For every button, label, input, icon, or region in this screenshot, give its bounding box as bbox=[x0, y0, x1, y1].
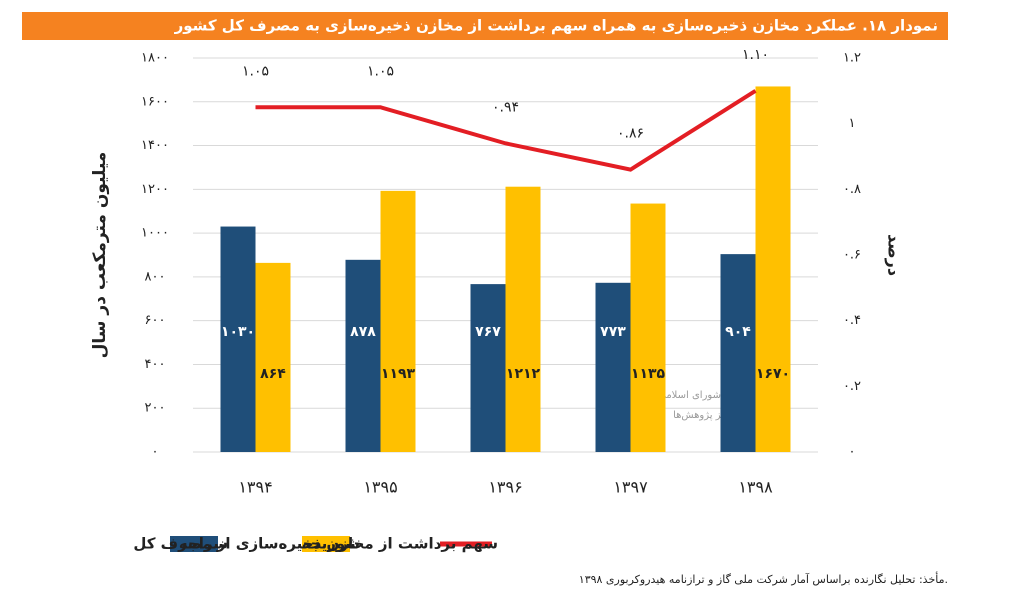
bar-value-label: ۷۷۳ bbox=[600, 324, 626, 340]
bar bbox=[255, 262, 291, 452]
y-tick-label: ۱۰۰۰ bbox=[141, 226, 169, 241]
chart-title: نمودار ۱۸. عملکرد مخازن ذخیره‌سازی به هم… bbox=[174, 17, 938, 35]
x-tick-label: ۱۳۹۴ bbox=[238, 478, 272, 497]
y2-tick-label: ۰.۸ bbox=[843, 182, 861, 197]
legend-label: سراجه bbox=[179, 535, 228, 553]
line-value-label: ۰.۹۴ bbox=[492, 99, 519, 115]
y-tick-label: ۱۸۰۰ bbox=[141, 51, 169, 66]
legend-label: شوریجه bbox=[302, 535, 360, 553]
bar-value-label: ۱۱۳۵ bbox=[631, 366, 666, 382]
bar bbox=[380, 190, 416, 453]
watermark: مجلس شورای اسلامی bbox=[658, 390, 752, 401]
bar-value-label: ۸۶۴ bbox=[260, 366, 286, 382]
line-value-label: ۰.۸۶ bbox=[617, 126, 644, 142]
x-tick-label: ۱۳۹۷ bbox=[613, 478, 648, 497]
watermark: مرکز پژوهش‌ها bbox=[673, 410, 737, 421]
x-tick-label: ۱۳۹۶ bbox=[488, 478, 522, 497]
y-tick-label: ۱۲۰۰ bbox=[141, 182, 169, 197]
bar bbox=[720, 254, 756, 452]
bar bbox=[505, 186, 541, 452]
title-bar bbox=[22, 12, 948, 40]
line-value-label: ۱.۰۵ bbox=[367, 63, 394, 79]
legend-swatch bbox=[302, 536, 350, 552]
y2-tick-label: ۱ bbox=[849, 116, 856, 131]
y2-tick-label: ۰.۶ bbox=[843, 248, 861, 263]
bar-value-label: ۱۶۷۰ bbox=[756, 366, 790, 382]
y2-tick-label: ۰ bbox=[849, 445, 856, 460]
source-note: مأخذ: تحلیل نگارنده براساس آمار شرکت ملی… bbox=[579, 571, 948, 586]
bar-value-label: ۱۱۹۳ bbox=[381, 366, 416, 382]
bar bbox=[470, 284, 506, 452]
y2-tick-label: ۰.۲ bbox=[843, 379, 861, 394]
y-tick-label: ۱۴۰۰ bbox=[141, 138, 169, 153]
line bbox=[255, 89, 757, 172]
y2-axis-label: درصد bbox=[885, 234, 904, 276]
bar-value-label: ۱۰۳۰ bbox=[221, 324, 255, 340]
x-tick-label: ۱۳۹۸ bbox=[738, 478, 773, 497]
bar bbox=[345, 259, 381, 452]
bar-value-label: ۱۲۱۲ bbox=[506, 366, 541, 382]
x-tick-label: ۱۳۹۵ bbox=[363, 478, 397, 497]
line-value-label: ۱.۰۵ bbox=[242, 63, 269, 79]
y-tick-label: ۱۶۰۰ bbox=[141, 94, 169, 109]
y-tick-label: ۰ bbox=[152, 445, 159, 460]
bar bbox=[755, 86, 791, 452]
line-value-label: ۱.۱۰ bbox=[742, 47, 769, 63]
y-tick-label: ۶۰۰ bbox=[145, 313, 166, 328]
y-tick-label: ۲۰۰ bbox=[145, 401, 166, 416]
y2-tick-label: ۱.۲ bbox=[843, 51, 861, 66]
legend-label: سهم برداشت از مخازن ذخیره‌سازی از مصرف ک… bbox=[133, 535, 498, 553]
y2-tick-label: ۰.۴ bbox=[843, 313, 861, 328]
bar-value-label: ۹۰۴ bbox=[725, 324, 751, 340]
bar bbox=[220, 226, 256, 452]
bar-value-label: ۷۶۷ bbox=[475, 324, 501, 340]
bar bbox=[630, 203, 666, 452]
y-axis-label: میلیون مترمکعب در سال bbox=[90, 152, 110, 359]
bar bbox=[595, 282, 631, 452]
y-tick-label: ۴۰۰ bbox=[145, 357, 166, 372]
legend-swatch bbox=[170, 536, 218, 552]
bar-value-label: ۸۷۸ bbox=[350, 324, 376, 340]
y-tick-label: ۸۰۰ bbox=[145, 269, 166, 284]
